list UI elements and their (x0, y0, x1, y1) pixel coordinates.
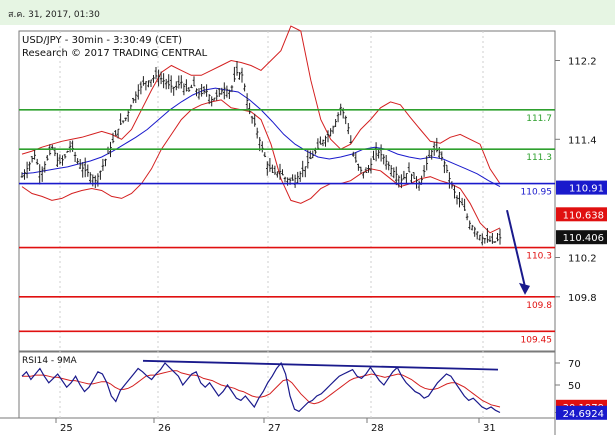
rsi-y-tick-label: 50 (568, 381, 581, 392)
y-tick-label: 109.8 (568, 293, 597, 304)
y-tick-label: 111.4 (568, 135, 597, 146)
price-tag (556, 207, 607, 222)
x-tick-label: 27 (268, 423, 281, 434)
rsi-trendline (142, 359, 499, 371)
price-tag-label: 110.638 (563, 210, 604, 221)
price-tag (556, 230, 607, 245)
x-tick-label: 28 (371, 423, 384, 434)
forecast-arrowhead (519, 282, 530, 295)
rsi-label: RSI14 - 9MA (22, 356, 78, 366)
chart-title: USD/JPY - 30min - 3:30:49 (CET) (22, 35, 182, 46)
x-tick-label: 31 (483, 423, 496, 434)
level-label: 111.3 (526, 153, 552, 163)
rsi-line (21, 361, 501, 414)
level-label: 110.3 (526, 252, 552, 262)
price-tag-label: 110.91 (569, 184, 604, 195)
rsi-value-tag (556, 405, 607, 420)
level-label: 111.7 (526, 114, 552, 124)
header-bar: ส.ค. 31, 2017, 01:30 (0, 0, 615, 25)
bollinger-upper-line (21, 25, 501, 184)
rsi-panel (18, 351, 556, 419)
price-tag-label: 110.406 (563, 233, 604, 244)
price-tag (556, 180, 607, 195)
rsi-y-tick-label: 70 (568, 359, 581, 370)
x-tick-label: 25 (60, 423, 73, 434)
header-datetime: ส.ค. 31, 2017, 01:30 (8, 10, 100, 20)
level-label: 110.95 (521, 188, 553, 198)
rsi-ma-line (22, 370, 501, 408)
rsi-value-tag-label: 24.6924 (563, 409, 604, 420)
level-label: 109.8 (526, 301, 552, 311)
level-label: 109.45 (521, 335, 553, 345)
chart-subtitle: Research © 2017 TRADING CENTRAL (22, 48, 208, 59)
y-tick-label: 110.2 (568, 254, 597, 265)
forecast-arrow (506, 209, 526, 288)
y-tick-label: 112.2 (568, 57, 597, 68)
bollinger-lower-line (21, 99, 501, 234)
x-tick-label: 26 (158, 423, 171, 434)
